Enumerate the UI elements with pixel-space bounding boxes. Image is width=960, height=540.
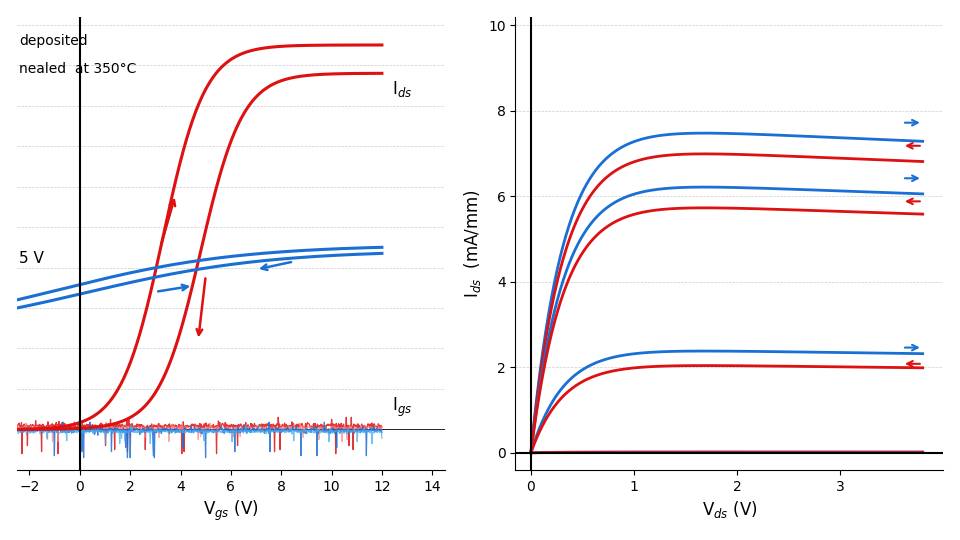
Text: nealed  at 350°C: nealed at 350°C (19, 62, 136, 76)
Text: 5 V: 5 V (19, 252, 44, 267)
Y-axis label: I$_{ds}$  (mA/mm): I$_{ds}$ (mA/mm) (462, 189, 483, 298)
X-axis label: V$_{ds}$ (V): V$_{ds}$ (V) (702, 499, 757, 520)
X-axis label: V$_{gs}$ (V): V$_{gs}$ (V) (203, 499, 259, 523)
Text: I$_{ds}$: I$_{ds}$ (392, 78, 412, 98)
Text: deposited: deposited (19, 34, 88, 48)
Text: I$_{gs}$: I$_{gs}$ (392, 396, 412, 419)
